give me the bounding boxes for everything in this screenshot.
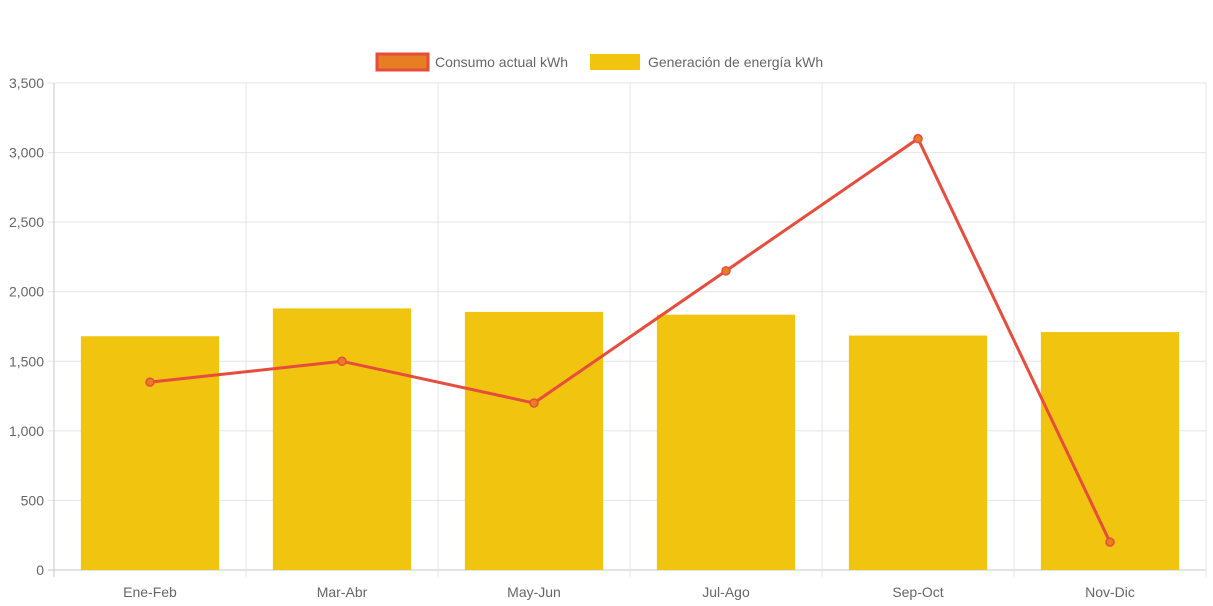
legend-swatch-consumo bbox=[375, 52, 430, 72]
x-tick-label: Ene-Feb bbox=[123, 584, 177, 600]
bar-may-jun bbox=[464, 311, 604, 570]
consumo-point-mar-abr bbox=[337, 356, 347, 367]
bar-ene-feb bbox=[80, 336, 220, 570]
consumo-point-jul-ago bbox=[721, 266, 731, 276]
legend-label-consumo: Consumo actual kWh bbox=[435, 54, 568, 70]
y-tick-label: 0 bbox=[36, 562, 44, 578]
bar-sep-oct bbox=[848, 335, 988, 570]
y-tick-label: 3,500 bbox=[9, 75, 44, 91]
x-tick-label: Sep-Oct bbox=[892, 584, 943, 600]
y-tick-label: 1,000 bbox=[9, 423, 44, 439]
x-tick-label: Jul-Ago bbox=[702, 584, 750, 600]
bar-nov-dic bbox=[1040, 332, 1180, 570]
bar-mar-abr bbox=[272, 308, 412, 570]
consumo-point-sep-oct bbox=[913, 133, 923, 144]
consumo-point-may-jun bbox=[529, 398, 539, 408]
legend-swatch-generacion bbox=[590, 54, 640, 70]
legend-label-generacion: Generación de energía kWh bbox=[648, 54, 823, 70]
bar-jul-ago bbox=[656, 314, 796, 570]
y-tick-label: 1,500 bbox=[9, 353, 44, 369]
y-tick-label: 500 bbox=[21, 492, 45, 508]
y-tick-label: 2,000 bbox=[9, 284, 44, 300]
consumo-point-ene-feb bbox=[145, 377, 155, 387]
consumo-point-nov-dic bbox=[1105, 537, 1115, 547]
x-tick-label: Mar-Abr bbox=[317, 584, 368, 600]
x-tick-label: Nov-Dic bbox=[1085, 584, 1135, 600]
y-tick-label: 3,000 bbox=[9, 145, 44, 161]
x-tick-label: May-Jun bbox=[507, 584, 561, 600]
consumo-line bbox=[149, 137, 1112, 543]
y-tick-label: 2,500 bbox=[9, 214, 44, 230]
